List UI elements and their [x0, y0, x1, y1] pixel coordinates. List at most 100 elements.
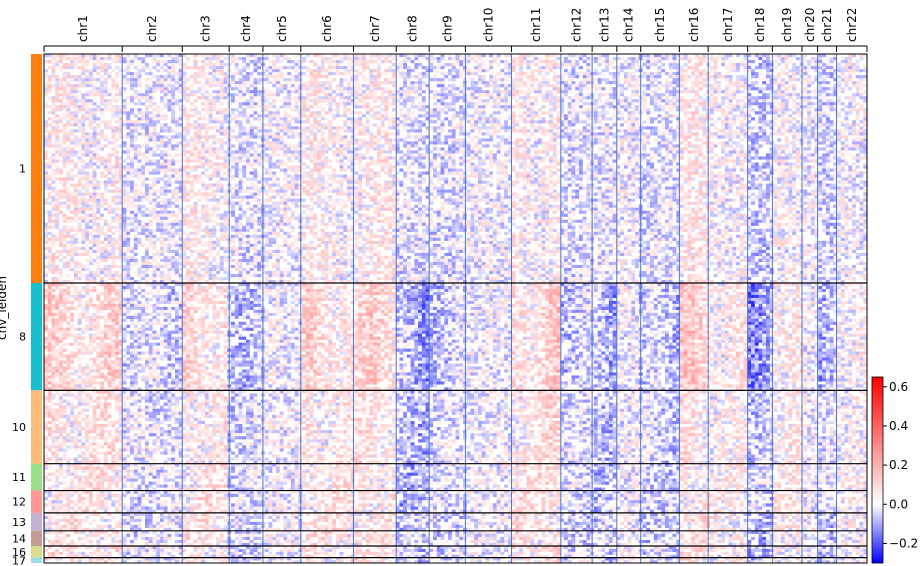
heatmap-cell — [781, 117, 785, 120]
heatmap-cell — [100, 102, 104, 105]
heatmap-cell — [411, 81, 415, 84]
heatmap-cell — [321, 123, 325, 126]
heatmap-cell — [302, 102, 306, 105]
heatmap-cell — [295, 63, 299, 66]
heatmap-cell — [74, 66, 78, 69]
heatmap-cell — [59, 96, 63, 99]
heatmap-cell — [557, 117, 561, 120]
heatmap-cell — [138, 120, 142, 123]
heatmap-cell — [792, 90, 796, 93]
heatmap-cell — [519, 90, 523, 93]
heatmap-cell — [276, 60, 280, 63]
heatmap-cell — [515, 105, 519, 108]
heatmap-cell — [654, 90, 658, 93]
heatmap-cell — [59, 78, 63, 81]
heatmap-cell — [130, 96, 134, 99]
heatmap-cell — [613, 108, 617, 111]
heatmap-cell — [141, 114, 145, 117]
heatmap-cell — [74, 123, 78, 126]
heatmap-cell — [613, 96, 617, 99]
heatmap-cell — [744, 117, 748, 120]
heatmap-cell — [310, 150, 314, 153]
heatmap-cell — [246, 102, 250, 105]
heatmap-cell — [93, 78, 97, 81]
heatmap-cell — [512, 63, 516, 66]
heatmap-cell — [538, 150, 542, 153]
heatmap-cell — [66, 138, 70, 141]
heatmap-cell — [321, 150, 325, 153]
heatmap-cell — [452, 75, 456, 78]
heatmap-cell — [85, 132, 89, 135]
heatmap-cell — [104, 87, 108, 90]
heatmap-cell — [276, 111, 280, 114]
heatmap-cell — [321, 75, 325, 78]
heatmap-cell — [362, 126, 366, 129]
heatmap-cell — [598, 135, 602, 138]
heatmap-cell — [306, 117, 310, 120]
heatmap-cell — [160, 63, 164, 66]
heatmap-cell — [755, 132, 759, 135]
heatmap-cell — [557, 102, 561, 105]
heatmap-cell — [459, 114, 463, 117]
heatmap-cell — [332, 132, 336, 135]
heatmap-cell — [538, 117, 542, 120]
heatmap-cell — [568, 135, 572, 138]
heatmap-cell — [860, 87, 864, 90]
heatmap-cell — [250, 72, 254, 75]
heatmap-cell — [381, 57, 385, 60]
heatmap-cell — [777, 87, 781, 90]
heatmap-cell — [291, 66, 295, 69]
heatmap-cell — [725, 84, 729, 87]
heatmap-cell — [672, 87, 676, 90]
heatmap-cell — [411, 126, 415, 129]
heatmap-cell — [433, 72, 437, 75]
heatmap-cell — [545, 99, 549, 102]
heatmap-cell — [654, 93, 658, 96]
heatmap-cell — [493, 126, 497, 129]
heatmap-cell — [355, 75, 359, 78]
heatmap-cell — [665, 111, 669, 114]
heatmap-cell — [422, 114, 426, 117]
heatmap-cell — [830, 87, 834, 90]
heatmap-cell — [205, 132, 209, 135]
heatmap-cell — [272, 81, 276, 84]
heatmap-cell — [194, 111, 198, 114]
heatmap-cell — [239, 120, 243, 123]
heatmap-cell — [467, 135, 471, 138]
heatmap-cell — [433, 78, 437, 81]
heatmap-cell — [100, 111, 104, 114]
heatmap-cell — [658, 66, 662, 69]
heatmap-cell — [822, 147, 826, 150]
heatmap-cell — [220, 60, 224, 63]
heatmap-cell — [276, 72, 280, 75]
heatmap-cell — [628, 126, 632, 129]
heatmap-cell — [759, 90, 763, 93]
heatmap-cell — [108, 108, 112, 111]
heatmap-cell — [268, 60, 272, 63]
heatmap-cell — [164, 75, 168, 78]
heatmap-cell — [538, 66, 542, 69]
heatmap-cell — [732, 69, 736, 72]
heatmap-cell — [283, 147, 287, 150]
heatmap-cell — [725, 93, 729, 96]
heatmap-cell — [527, 120, 531, 123]
heatmap-cell — [89, 135, 93, 138]
heatmap-cell — [205, 147, 209, 150]
heatmap-cell — [478, 111, 482, 114]
heatmap-cell — [167, 81, 171, 84]
heatmap-cell — [860, 78, 864, 81]
heatmap-cell — [796, 69, 800, 72]
heatmap-cell — [628, 147, 632, 150]
heatmap-cell — [504, 75, 508, 78]
heatmap-cell — [684, 147, 688, 150]
heatmap-cell — [100, 90, 104, 93]
heatmap-cell — [152, 135, 156, 138]
heatmap-cell — [44, 69, 48, 72]
heatmap-cell — [777, 102, 781, 105]
heatmap-cell — [81, 60, 85, 63]
heatmap-cell — [687, 90, 691, 93]
heatmap-cell — [557, 81, 561, 84]
heatmap-cell — [212, 81, 216, 84]
heatmap-cell — [268, 81, 272, 84]
heatmap-cell — [478, 78, 482, 81]
